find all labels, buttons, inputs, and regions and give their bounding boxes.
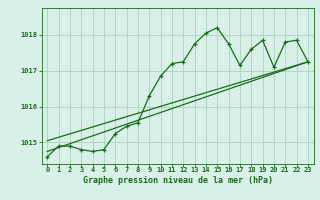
X-axis label: Graphe pression niveau de la mer (hPa): Graphe pression niveau de la mer (hPa): [83, 176, 273, 185]
